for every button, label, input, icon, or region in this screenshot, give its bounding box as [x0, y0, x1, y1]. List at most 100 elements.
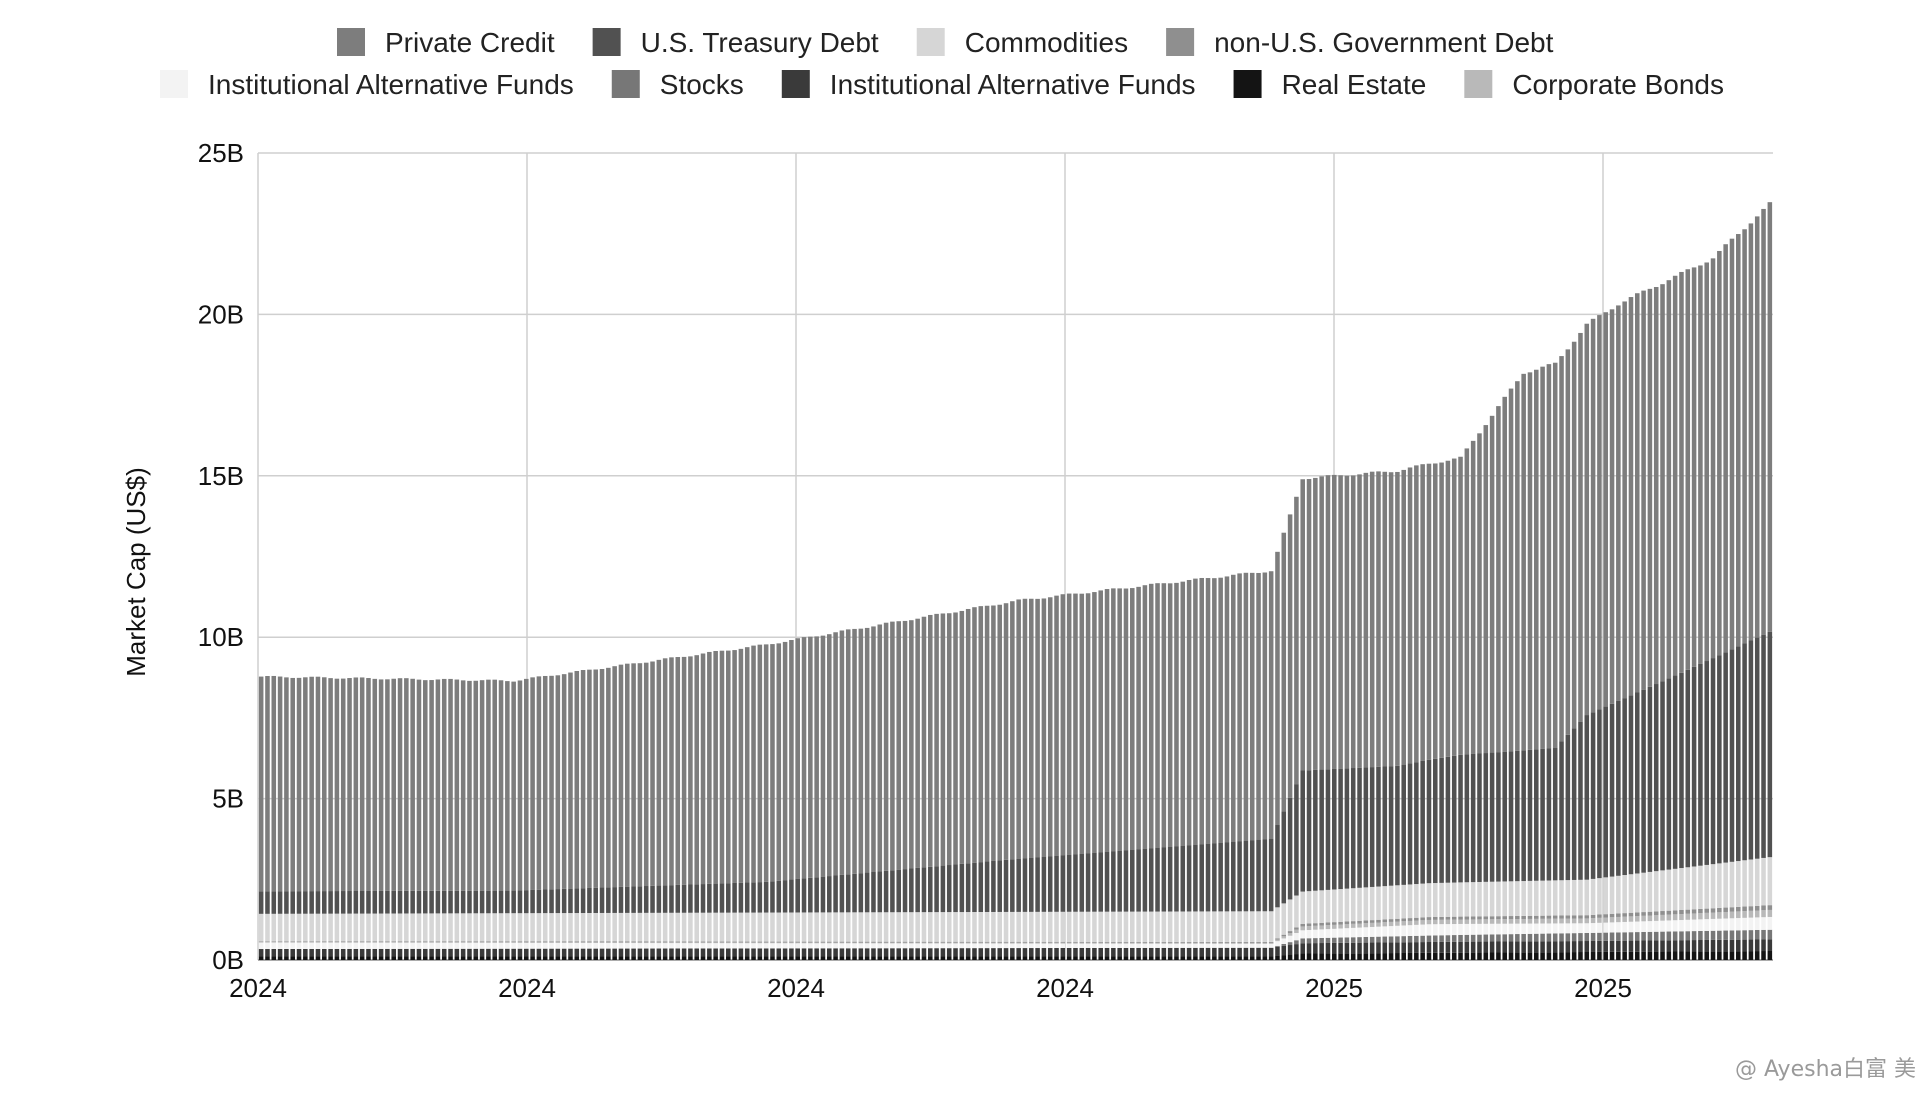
- bar-segment: [1287, 954, 1293, 960]
- bar-segment: [770, 881, 775, 913]
- bar-segment: [1136, 911, 1141, 942]
- bar-segment: [669, 956, 674, 960]
- bar-segment: [1029, 948, 1034, 957]
- bar-segment: [1224, 956, 1230, 960]
- bar-segment: [1414, 917, 1419, 921]
- bar-segment: [1174, 943, 1179, 948]
- bar-segment: [656, 659, 662, 886]
- bar-segment: [505, 956, 510, 960]
- bar-segment: [845, 912, 851, 942]
- bar-segment: [473, 956, 479, 960]
- bar-segment: [1136, 942, 1141, 944]
- bar-segment: [1098, 943, 1103, 948]
- bar-segment: [1628, 695, 1634, 875]
- bar-segment: [296, 913, 302, 942]
- bar-segment: [1483, 923, 1489, 935]
- bar-segment: [1268, 911, 1274, 942]
- bar-segment: [1085, 947, 1091, 957]
- bar-segment: [700, 912, 706, 942]
- bar-segment: [1060, 947, 1066, 957]
- bar-segment: [1552, 941, 1558, 953]
- bar-segment: [1003, 941, 1009, 943]
- bar-segment: [801, 956, 807, 960]
- bar-segment: [871, 626, 876, 873]
- bar-segment: [902, 943, 908, 949]
- bar-segment: [1350, 768, 1356, 889]
- bar-segment: [1155, 942, 1160, 944]
- bar-segment: [574, 942, 580, 943]
- bar-segment: [334, 956, 340, 960]
- bar-segment: [1597, 922, 1602, 933]
- bar-segment: [643, 956, 649, 960]
- bar-segment: [473, 680, 479, 891]
- bar-segment: [1111, 943, 1116, 948]
- bar-segment: [751, 948, 756, 957]
- bar-segment: [1218, 577, 1223, 843]
- bar-segment: [1142, 585, 1148, 849]
- bar-segment: [991, 605, 996, 861]
- bar-segment: [1231, 841, 1236, 912]
- bar-segment: [1685, 913, 1691, 920]
- bar-segment: [587, 669, 592, 888]
- bar-segment: [1123, 942, 1129, 944]
- bar-segment: [1047, 856, 1053, 912]
- bar-segment: [675, 912, 681, 942]
- bar-segment: [1666, 280, 1672, 679]
- bar-segment: [1717, 907, 1722, 913]
- bar-segment: [303, 913, 308, 942]
- bar-segment: [694, 912, 699, 942]
- bar-segment: [1369, 942, 1375, 954]
- bar-segment: [1679, 909, 1684, 915]
- bar-segment: [1054, 855, 1059, 912]
- bar-segment: [1085, 941, 1091, 943]
- bar-segment: [587, 956, 592, 960]
- bar-segment: [808, 956, 813, 960]
- bar-segment: [1710, 930, 1716, 940]
- bar-segment: [492, 948, 497, 957]
- bar-segment: [1420, 935, 1425, 943]
- bar-segment: [1723, 652, 1728, 863]
- bar-segment: [934, 943, 939, 949]
- bar-segment: [366, 913, 371, 942]
- bar-segment: [542, 913, 548, 942]
- bar-segment: [934, 912, 939, 942]
- bar-segment: [1458, 952, 1463, 960]
- bar-segment: [309, 942, 314, 949]
- bar-segment: [1723, 918, 1728, 931]
- bar-segment: [1552, 933, 1558, 942]
- bar-segment: [1540, 748, 1545, 881]
- bar-segment: [391, 948, 396, 957]
- bar-segment: [1382, 886, 1388, 920]
- bar-segment: [978, 941, 984, 943]
- bar-segment: [827, 948, 832, 957]
- bar-segment: [1552, 923, 1558, 934]
- bar-segment: [978, 911, 984, 942]
- bar-segment: [827, 956, 832, 960]
- bar-segment: [498, 942, 504, 943]
- bar-segment: [959, 610, 965, 864]
- bar-segment: [1275, 825, 1280, 908]
- bar-segment: [1736, 234, 1741, 647]
- bar-segment: [1754, 929, 1760, 940]
- bar-segment: [1458, 456, 1463, 755]
- bar-segment: [303, 891, 308, 914]
- bar-segment: [334, 942, 340, 949]
- bar-segment: [1363, 767, 1369, 888]
- bar-segment: [1174, 941, 1179, 943]
- bar-segment: [1685, 867, 1691, 910]
- bar-segment: [1332, 889, 1337, 923]
- bar-segment: [347, 942, 352, 949]
- bar-segment: [694, 942, 699, 944]
- bar-segment: [530, 942, 535, 949]
- bar-segment: [277, 676, 283, 892]
- bar-segment: [1212, 947, 1217, 957]
- bar-segment: [1433, 463, 1438, 759]
- bar-segment: [454, 948, 460, 957]
- bar-segment: [1199, 941, 1204, 943]
- bar-segment: [1439, 919, 1444, 925]
- bar-segment: [1281, 903, 1287, 935]
- bar-segment: [631, 942, 636, 944]
- bar-segment: [1439, 924, 1444, 936]
- bar-segment: [549, 948, 554, 957]
- bar-segment: [1527, 915, 1533, 919]
